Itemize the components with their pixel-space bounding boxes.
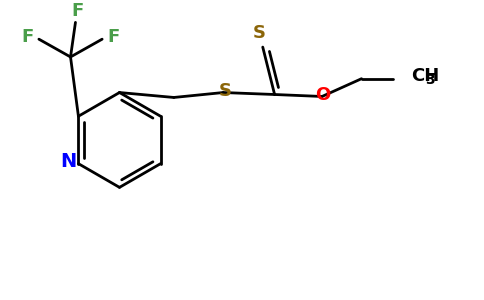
Text: O: O <box>316 85 331 103</box>
Text: F: F <box>71 2 84 20</box>
Text: F: F <box>108 28 120 46</box>
Text: F: F <box>21 28 33 46</box>
Text: CH: CH <box>411 67 439 85</box>
Text: 3: 3 <box>425 73 435 87</box>
Text: N: N <box>60 152 76 171</box>
Text: S: S <box>252 24 265 42</box>
Text: S: S <box>219 82 232 100</box>
